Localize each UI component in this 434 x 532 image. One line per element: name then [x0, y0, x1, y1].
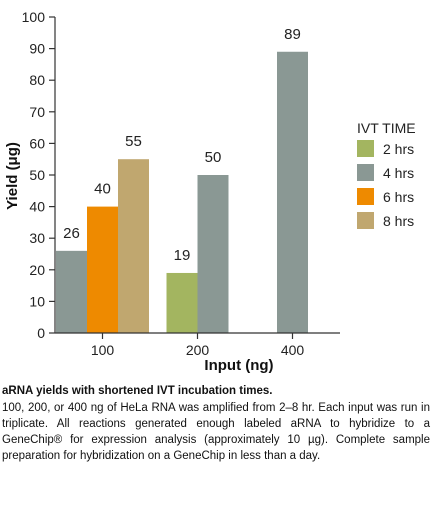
data-labels: 26 40 55 19 50 89 [63, 26, 301, 264]
legend: IVT TIME 2 hrs 4 hrs 6 hrs 8 hrs [357, 120, 416, 229]
legend-swatch [357, 212, 374, 229]
x-tick-label: 400 [281, 342, 305, 358]
legend-label: 4 hrs [383, 165, 414, 181]
bar-400-4hrs [277, 51, 308, 333]
legend-title: IVT TIME [357, 120, 416, 136]
legend-swatch [357, 188, 374, 205]
data-label: 19 [174, 247, 191, 264]
legend-label: 8 hrs [383, 213, 414, 229]
x-axis-ticks: 100 200 400 [91, 333, 305, 358]
y-tick-label: 0 [37, 325, 45, 341]
bars [56, 51, 308, 333]
y-tick-label: 70 [29, 104, 45, 120]
y-tick-label: 100 [22, 9, 46, 25]
y-tick-label: 30 [29, 230, 45, 246]
bar-200-2hrs [166, 272, 198, 333]
figure-caption: aRNA yields with shortened IVT incubatio… [0, 385, 430, 464]
caption-title: aRNA yields with shortened IVT incubatio… [2, 385, 273, 397]
y-tick-label: 80 [29, 72, 45, 88]
legend-label: 6 hrs [383, 189, 414, 205]
y-tick-label: 20 [29, 262, 45, 278]
y-tick-label: 50 [29, 167, 45, 183]
bar-200-4hrs [197, 175, 229, 333]
legend-label: 2 hrs [383, 141, 414, 157]
data-label: 55 [125, 133, 142, 150]
legend-swatch [357, 140, 374, 157]
data-label: 26 [63, 225, 80, 242]
y-tick-label: 90 [29, 41, 45, 57]
y-axis-ticks: 0 10 20 30 40 50 60 70 80 90 100 [22, 9, 55, 341]
legend-swatch [357, 164, 374, 181]
y-tick-label: 40 [29, 199, 45, 215]
data-label: 89 [284, 26, 301, 43]
data-label: 40 [94, 181, 111, 198]
y-axis-title: Yield (μg) [4, 142, 21, 210]
bar-chart: 0 10 20 30 40 50 60 70 80 90 100 26 40 55 19 50 89 100 2… [4, 9, 416, 374]
y-tick-label: 60 [29, 135, 45, 151]
x-tick-label: 200 [186, 342, 210, 358]
bar-100-6hrs [87, 206, 118, 333]
y-tick-label: 10 [29, 293, 45, 309]
x-tick-label: 100 [91, 342, 115, 358]
data-label: 50 [205, 149, 222, 166]
x-axis-title: Input (ng) [204, 357, 273, 374]
bar-100-8hrs [118, 159, 149, 333]
bar-100-4hrs [56, 250, 87, 333]
caption-body: 100, 200, or 400 ng of HeLa RNA was ampl… [2, 402, 430, 462]
